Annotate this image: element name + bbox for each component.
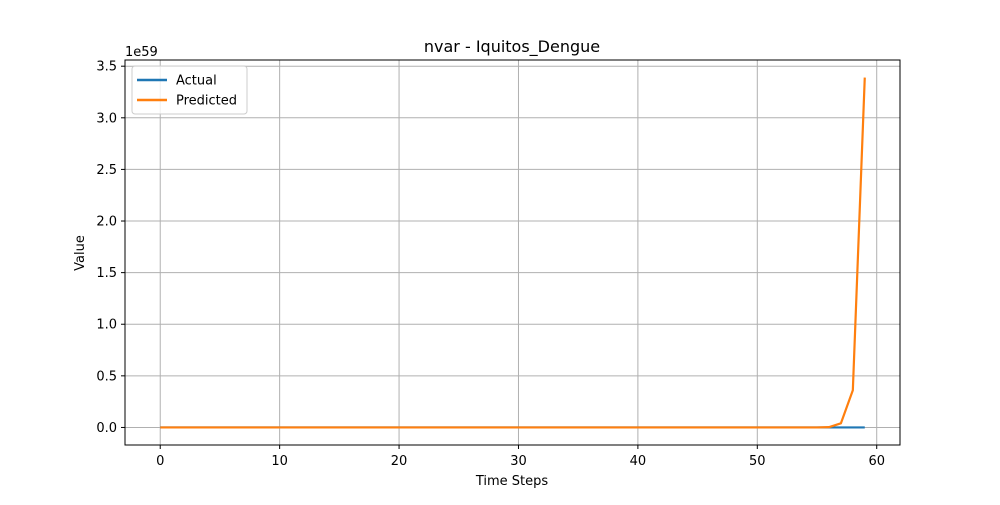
x-tick-label: 20 [391, 454, 408, 469]
x-tick-label: 60 [868, 454, 885, 469]
series-line-predicted [160, 77, 866, 429]
legend-label-predicted: Predicted [176, 94, 237, 109]
y-tick-label: 0.5 [96, 369, 117, 384]
y-tick-label: 3.0 [96, 111, 117, 126]
x-axis-label: Time Steps [475, 474, 549, 489]
plot-frame [124, 59, 901, 446]
ticks: 0 10 20 30 40 50 60 0.0 0.5 1.0 1.5 2.0 2.5 3.0 3.5 [96, 60, 885, 469]
y-tick-label: 2.5 [96, 163, 117, 178]
x-tick-label: 40 [630, 454, 647, 469]
y-axis-label: Value [73, 235, 88, 271]
y-axis-offset-text: 1e59 [125, 45, 158, 60]
legend: Actual Predicted [131, 65, 248, 115]
legend-label-actual: Actual [176, 74, 217, 89]
y-tick-label: 3.5 [96, 60, 117, 75]
y-tick-label: 1.5 [96, 266, 117, 281]
legend-frame [131, 65, 248, 115]
x-tick-label: 0 [156, 454, 164, 469]
x-tick-label: 50 [749, 454, 766, 469]
y-tick-label: 0.0 [96, 421, 117, 436]
series-layer [160, 77, 866, 429]
x-tick-label: 30 [510, 454, 527, 469]
x-tick-label: 10 [271, 454, 288, 469]
chart-title: nvar - Iquitos_Dengue [424, 37, 600, 57]
y-tick-label: 2.0 [96, 215, 117, 230]
y-tick-label: 1.0 [96, 318, 117, 333]
